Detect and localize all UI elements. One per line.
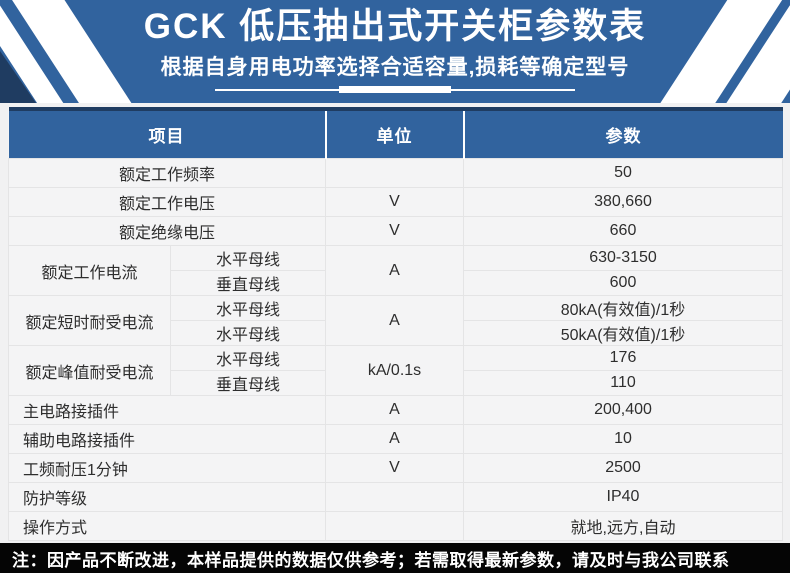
page-subtitle: 根据自身用电功率选择合适容量,损耗等确定型号 xyxy=(160,55,630,79)
row-value: 660 xyxy=(463,216,783,246)
row-sub-label: 水平母线 xyxy=(170,320,326,346)
row-value: 就地,远方,自动 xyxy=(463,511,783,541)
table-row: 额定工作电流 水平母线 A 630-3150 xyxy=(8,245,783,296)
table-row: 额定绝缘电压 V 660 xyxy=(8,216,783,246)
row-value: 50kA(有效值)/1秒 xyxy=(463,320,783,346)
row-label: 工频耐压1分钟 xyxy=(8,453,326,483)
table-row: 防护等级 IP40 xyxy=(8,482,783,512)
row-sub-label: 水平母线 xyxy=(170,245,326,271)
table-row: 辅助电路接插件 A 10 xyxy=(8,424,783,454)
row-value: 176 xyxy=(463,345,783,371)
row-unit: V xyxy=(325,187,464,217)
row-label: 额定工作电流 xyxy=(8,245,171,296)
row-sub-label: 水平母线 xyxy=(170,345,326,371)
row-label: 额定工作电压 xyxy=(8,187,326,217)
row-label: 防护等级 xyxy=(8,482,326,512)
row-label: 辅助电路接插件 xyxy=(8,424,326,454)
row-unit: V xyxy=(325,453,464,483)
row-value: 10 xyxy=(463,424,783,454)
table-row: 额定峰值耐受电流 水平母线 kA/0.1s 176 xyxy=(8,345,783,396)
header-banner: GCK 低压抽出式开关柜参数表 根据自身用电功率选择合适容量,损耗等确定型号 xyxy=(0,0,790,103)
row-label: 主电路接插件 xyxy=(8,395,326,425)
row-unit: A xyxy=(325,395,464,425)
row-sub-label: 水平母线 xyxy=(170,295,326,321)
table-header-row: 项目 单位 参数 xyxy=(8,109,783,159)
row-label: 额定峰值耐受电流 xyxy=(8,345,171,396)
row-value: 80kA(有效值)/1秒 xyxy=(463,295,783,321)
table-row: 水平母线 50kA(有效值)/1秒 xyxy=(9,320,783,346)
page-title: GCK 低压抽出式开关柜参数表 xyxy=(143,7,647,46)
row-value: 200,400 xyxy=(463,395,783,425)
row-value: 630-3150 xyxy=(463,245,783,271)
table-row: 垂直母线 110 xyxy=(9,370,783,396)
table-row: 操作方式 就地,远方,自动 xyxy=(8,511,783,541)
table-row: 工频耐压1分钟 V 2500 xyxy=(8,453,783,483)
row-unit: A xyxy=(325,295,464,346)
row-value: 50 xyxy=(463,158,783,188)
table-row: 额定工作电压 V 380,660 xyxy=(8,187,783,217)
row-unit xyxy=(325,158,464,188)
row-sub-label: 垂直母线 xyxy=(170,270,326,296)
row-value: 2500 xyxy=(463,453,783,483)
subtitle-underline xyxy=(215,85,575,94)
column-header-unit: 单位 xyxy=(324,109,464,159)
table-row: 额定工作频率 50 xyxy=(8,158,783,188)
row-unit: A xyxy=(325,424,464,454)
row-label: 额定短时耐受电流 xyxy=(8,295,171,346)
table-row: 垂直母线 600 xyxy=(9,270,783,296)
row-unit: A xyxy=(325,245,464,296)
row-value: 110 xyxy=(463,370,783,396)
row-unit xyxy=(325,482,464,512)
row-label: 额定工作频率 xyxy=(8,158,326,188)
table-row: 主电路接插件 A 200,400 xyxy=(8,395,783,425)
footer-note: 注：因产品不断改进，本样品提供的数据仅供参考；若需取得最新参数，请及时与我公司联… xyxy=(0,543,790,573)
row-value: IP40 xyxy=(463,482,783,512)
row-unit: kA/0.1s xyxy=(325,345,464,396)
parameters-table: 项目 单位 参数 额定工作频率 50 额定工作电压 V 380,660 额定绝缘… xyxy=(8,107,783,541)
row-label: 额定绝缘电压 xyxy=(8,216,326,246)
column-header-item: 项目 xyxy=(8,109,326,159)
row-label: 操作方式 xyxy=(8,511,326,541)
row-sub-label: 垂直母线 xyxy=(170,370,326,396)
table-row: 额定短时耐受电流 水平母线 A 80kA(有效值)/1秒 xyxy=(8,295,783,346)
row-unit: V xyxy=(325,216,464,246)
parameters-table-wrap: 项目 单位 参数 额定工作频率 50 额定工作电压 V 380,660 额定绝缘… xyxy=(8,107,783,541)
column-header-parameter: 参数 xyxy=(462,109,783,159)
row-unit xyxy=(325,511,464,541)
row-value: 600 xyxy=(463,270,783,296)
row-value: 380,660 xyxy=(463,187,783,217)
